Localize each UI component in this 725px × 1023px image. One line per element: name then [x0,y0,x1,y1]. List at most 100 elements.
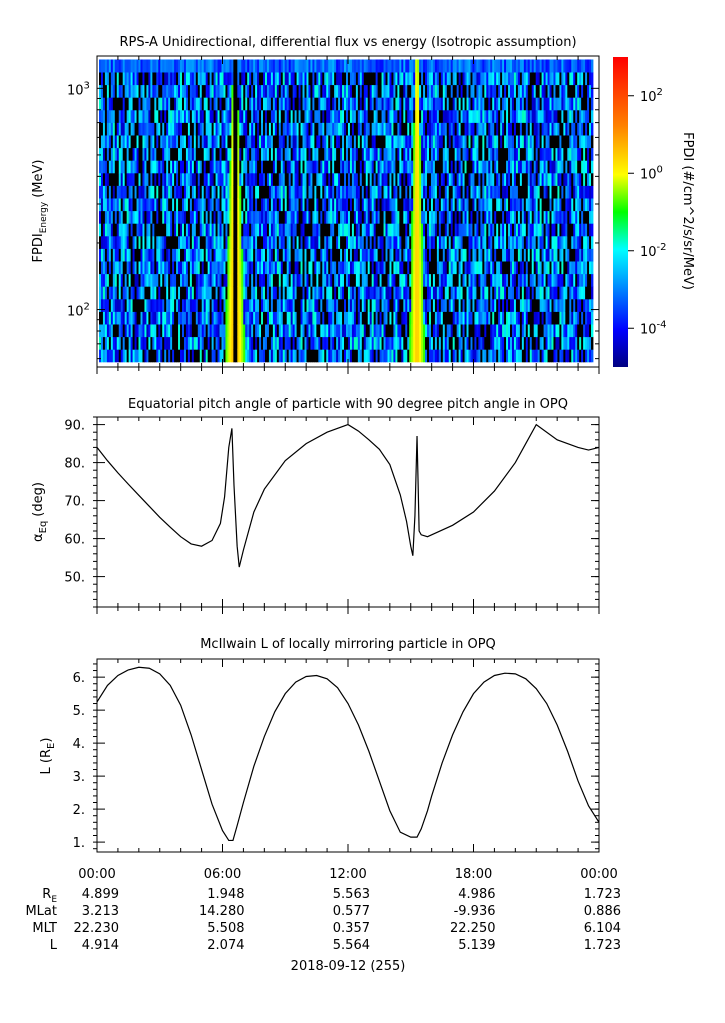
spectrogram-cell [146,72,149,86]
spectrogram-cell [381,235,384,249]
spectrogram-cell [415,248,418,262]
spectrogram-cell [344,223,347,237]
spectrogram-cell [482,336,485,350]
spectrogram-cell [428,97,432,111]
spectrogram-cell [132,286,135,300]
spectrogram-cell [324,122,327,136]
spectrogram-cell [371,223,375,237]
spectrogram-cell [187,72,191,86]
spectrogram-cell [344,286,347,300]
spectrogram-cell [367,235,371,249]
spectrogram-cell [332,235,335,249]
spectrogram-cell [136,248,139,262]
spectrogram-cell [298,223,301,237]
spectrogram-cell [490,160,493,174]
spectrogram-cell [508,248,511,262]
spectrogram-cell [434,349,438,363]
spectrogram-cell [466,298,469,312]
spectrogram-cell [346,235,349,249]
spectrogram-cell [259,324,262,338]
spectrogram-cell [110,97,114,111]
spectrogram-cell [148,109,151,123]
spectrogram-cell [470,160,473,174]
spectrogram-cell [257,122,260,136]
spectrogram-cell [264,59,268,73]
spectrogram-cell [423,336,426,350]
spectrogram-cell [126,311,130,325]
spectrogram-cell [466,122,469,136]
spectrogram-cell [276,185,280,199]
spectrogram-cell [134,248,137,262]
spectrogram-cell [120,172,124,186]
spectrogram-cell [128,324,132,338]
spectrogram-cell [320,198,323,212]
spectrogram-cell [296,349,299,363]
spectrogram-cell [164,210,167,224]
spectrogram-cell [306,97,309,111]
spectrogram-cell [126,185,130,199]
spectrogram-cell [338,324,341,338]
spectrogram-cell [474,72,477,86]
spectrogram-cell [185,185,189,199]
spectrogram-cell [355,349,359,363]
spectrogram-cell [369,72,373,86]
spectrogram-cell [442,210,446,224]
spectrogram-cell [251,122,254,136]
spectrogram-cell [340,311,343,325]
spectrogram-cell [367,298,371,312]
spectrogram-cell [201,160,205,174]
spectrogram-cell [407,223,410,237]
spectrogram-cell [346,72,349,86]
spectrogram-cell [130,286,133,300]
spectrogram-cell [369,160,373,174]
spectrogram-cell [421,273,424,287]
spectrogram-cell [361,185,365,199]
spectrogram-cell [233,336,236,350]
spectrogram-cell [112,72,116,86]
spectrogram-cell [359,198,363,212]
spectrogram-cell [334,286,337,300]
spectrogram-cell [349,261,353,275]
spectrogram-cell [255,261,258,275]
spectrogram-cell [353,160,357,174]
spectrogram-cell [306,185,309,199]
spectrogram-cell [508,109,511,123]
spectrogram-cell [122,59,126,73]
spectrogram-cell [241,235,244,249]
spectrogram-cell [456,185,460,199]
spectrogram-cell [207,286,211,300]
spectrogram-cell [367,248,371,262]
spectrogram-cell [508,223,511,237]
spectrogram-cell [488,286,491,300]
spectrogram-cell [332,311,335,325]
spectrogram-cell [312,122,315,136]
spectrogram-cell [122,135,126,149]
spectrogram-cell [261,311,264,325]
spectrogram-cell [405,147,408,161]
spectrogram-cell [296,72,299,86]
spectrogram-cell [492,210,495,224]
spectrogram-cell [294,235,297,249]
spectrogram-cell [120,223,124,237]
spectrogram-cell [462,122,465,136]
spectrogram-cell [470,135,473,149]
spectrogram-cell [371,135,375,149]
spectrogram-cell [312,235,315,249]
spectrogram-cell [174,324,177,338]
spectrogram-cell [411,185,414,199]
spectrogram-cell [476,122,479,136]
spectrogram-cell [211,235,215,249]
spectrogram-cell [450,109,454,123]
spectrogram-cell [243,59,246,73]
spectrogram-cell [99,172,102,186]
spectrogram-cell [251,97,254,111]
spectrogram-cell [100,185,104,199]
spectrogram-cell [411,286,414,300]
spectrogram-cell [310,336,313,350]
spectrogram-cell [259,349,262,363]
spectrogram-cell [432,235,436,249]
spectrogram-cell [235,172,238,186]
spectrogram-cell [110,235,114,249]
spectrogram-cell [306,59,309,73]
spectrogram-cell [430,349,434,363]
